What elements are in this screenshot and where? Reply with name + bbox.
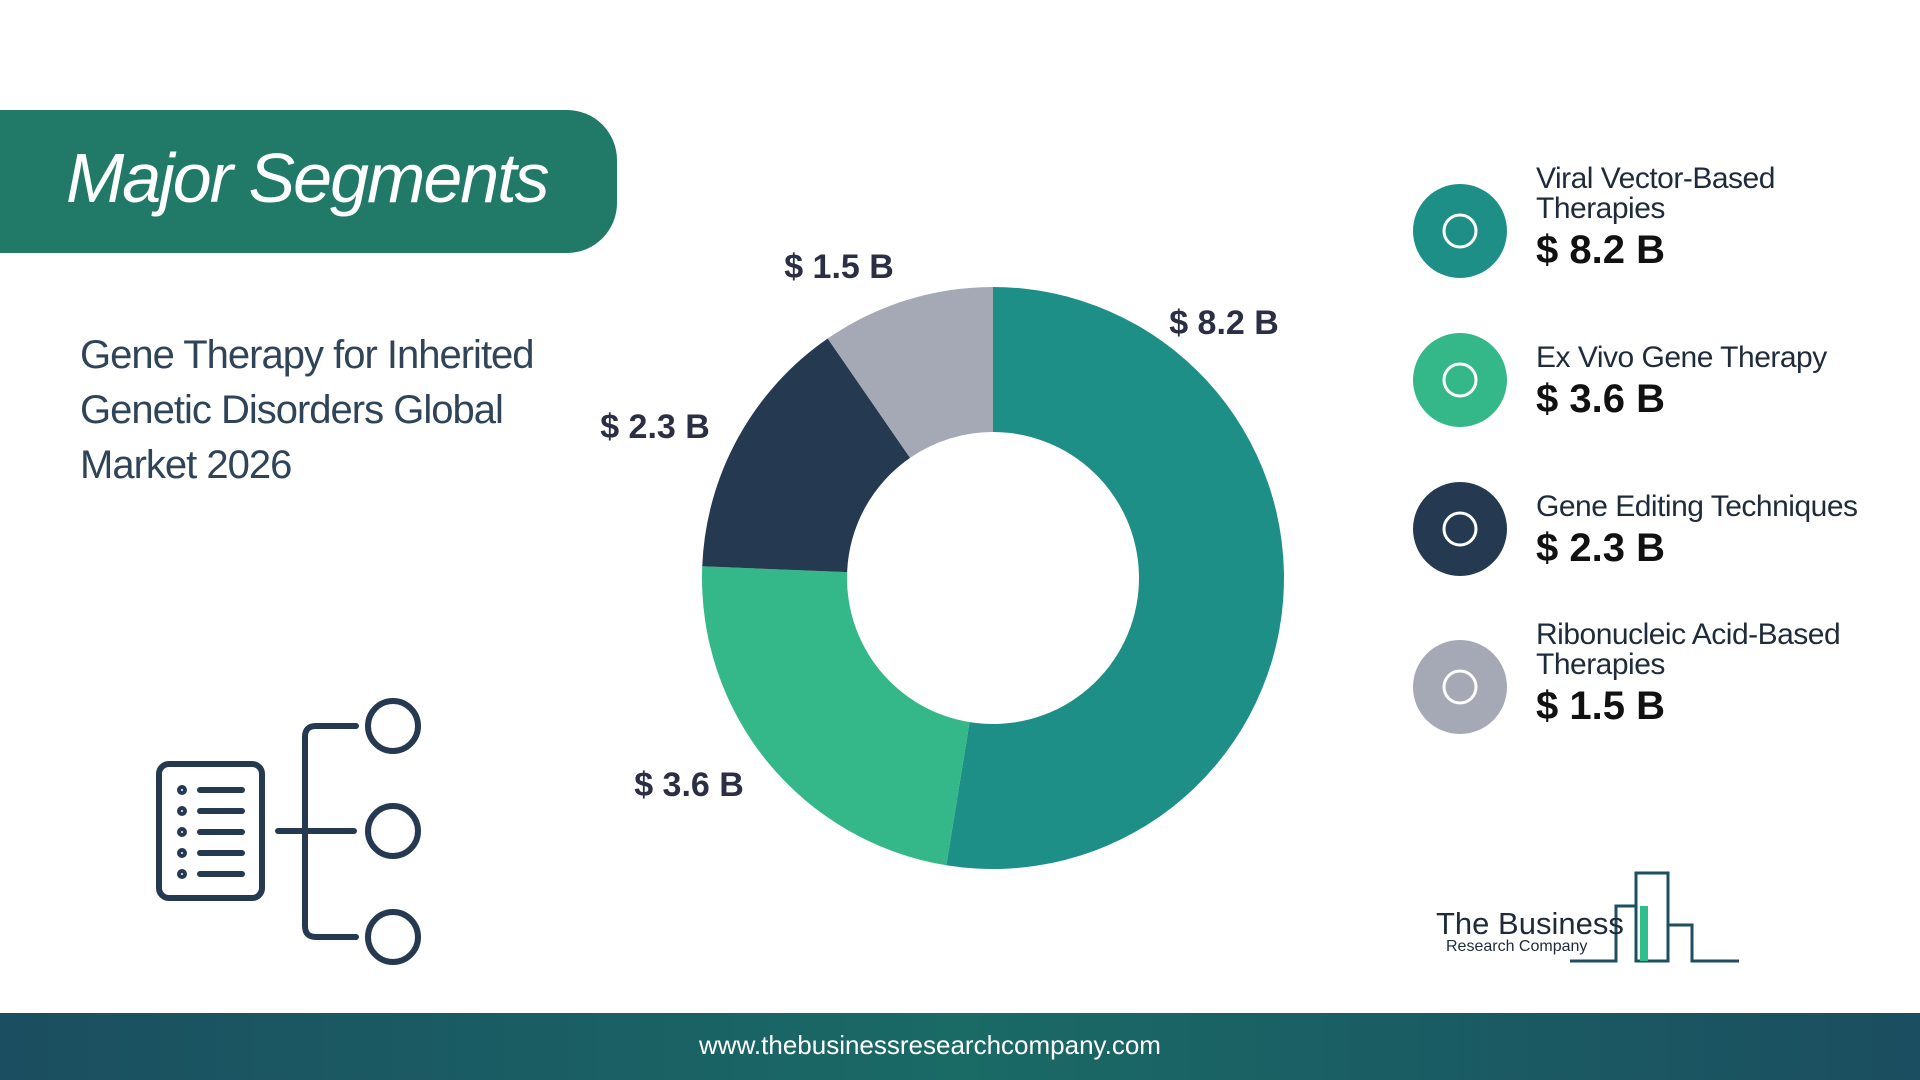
chart-subtitle: Gene Therapy for Inherited Genetic Disor… xyxy=(80,333,535,487)
donut-segment xyxy=(827,287,993,458)
legend-item: Viral Vector-Based Therapies $ 8.2 B xyxy=(1536,164,1896,273)
logo-mark xyxy=(1570,871,1739,963)
data-label: $ 2.3 B xyxy=(600,408,710,446)
legend-icon-glyph xyxy=(1442,362,1478,398)
legend-value: $ 8.2 B xyxy=(1536,228,1665,272)
legend-value: $ 1.5 B xyxy=(1536,684,1665,728)
data-label: $ 3.6 B xyxy=(634,766,744,804)
legend-label: Ribonucleic Acid-Based Therapies xyxy=(1536,618,1841,681)
logo-subtext: Research Company xyxy=(1446,938,1588,955)
legend-item: Ex Vivo Gene Therapy $ 3.6 B xyxy=(1536,343,1896,422)
donut-segment xyxy=(702,566,970,866)
legend-icon xyxy=(1413,640,1507,734)
footer-band xyxy=(0,1013,1920,1080)
donut-segment xyxy=(702,338,911,573)
data-label: $ 1.5 B xyxy=(784,248,894,286)
legend-item: Gene Editing Techniques $ 2.3 B xyxy=(1536,492,1896,571)
legend-label: Viral Vector-Based Therapies xyxy=(1536,162,1775,225)
footer-url: www.thebusinessresearchcompany.com xyxy=(699,1030,1161,1060)
legend-label: Gene Editing Techniques xyxy=(1536,490,1858,523)
legend-icon-glyph xyxy=(1442,669,1478,705)
chart-title: Major Segments xyxy=(66,139,550,217)
legend-item: Ribonucleic Acid-Based Therapies $ 1.5 B xyxy=(1536,620,1896,729)
logo-text: The Business xyxy=(1436,906,1624,941)
donut-segment xyxy=(946,287,1285,870)
legend-icon-glyph xyxy=(1442,511,1478,547)
org-icon xyxy=(156,698,421,965)
data-label: $ 8.2 B xyxy=(1169,304,1279,342)
legend-label: Ex Vivo Gene Therapy xyxy=(1536,341,1827,374)
legend-icon xyxy=(1413,184,1507,278)
legend-value: $ 2.3 B xyxy=(1536,526,1665,570)
title-band xyxy=(0,110,617,253)
legend-icon xyxy=(1413,333,1507,427)
legend-icon-glyph xyxy=(1442,213,1478,249)
legend-icon xyxy=(1413,482,1507,576)
legend-value: $ 3.6 B xyxy=(1536,377,1665,421)
